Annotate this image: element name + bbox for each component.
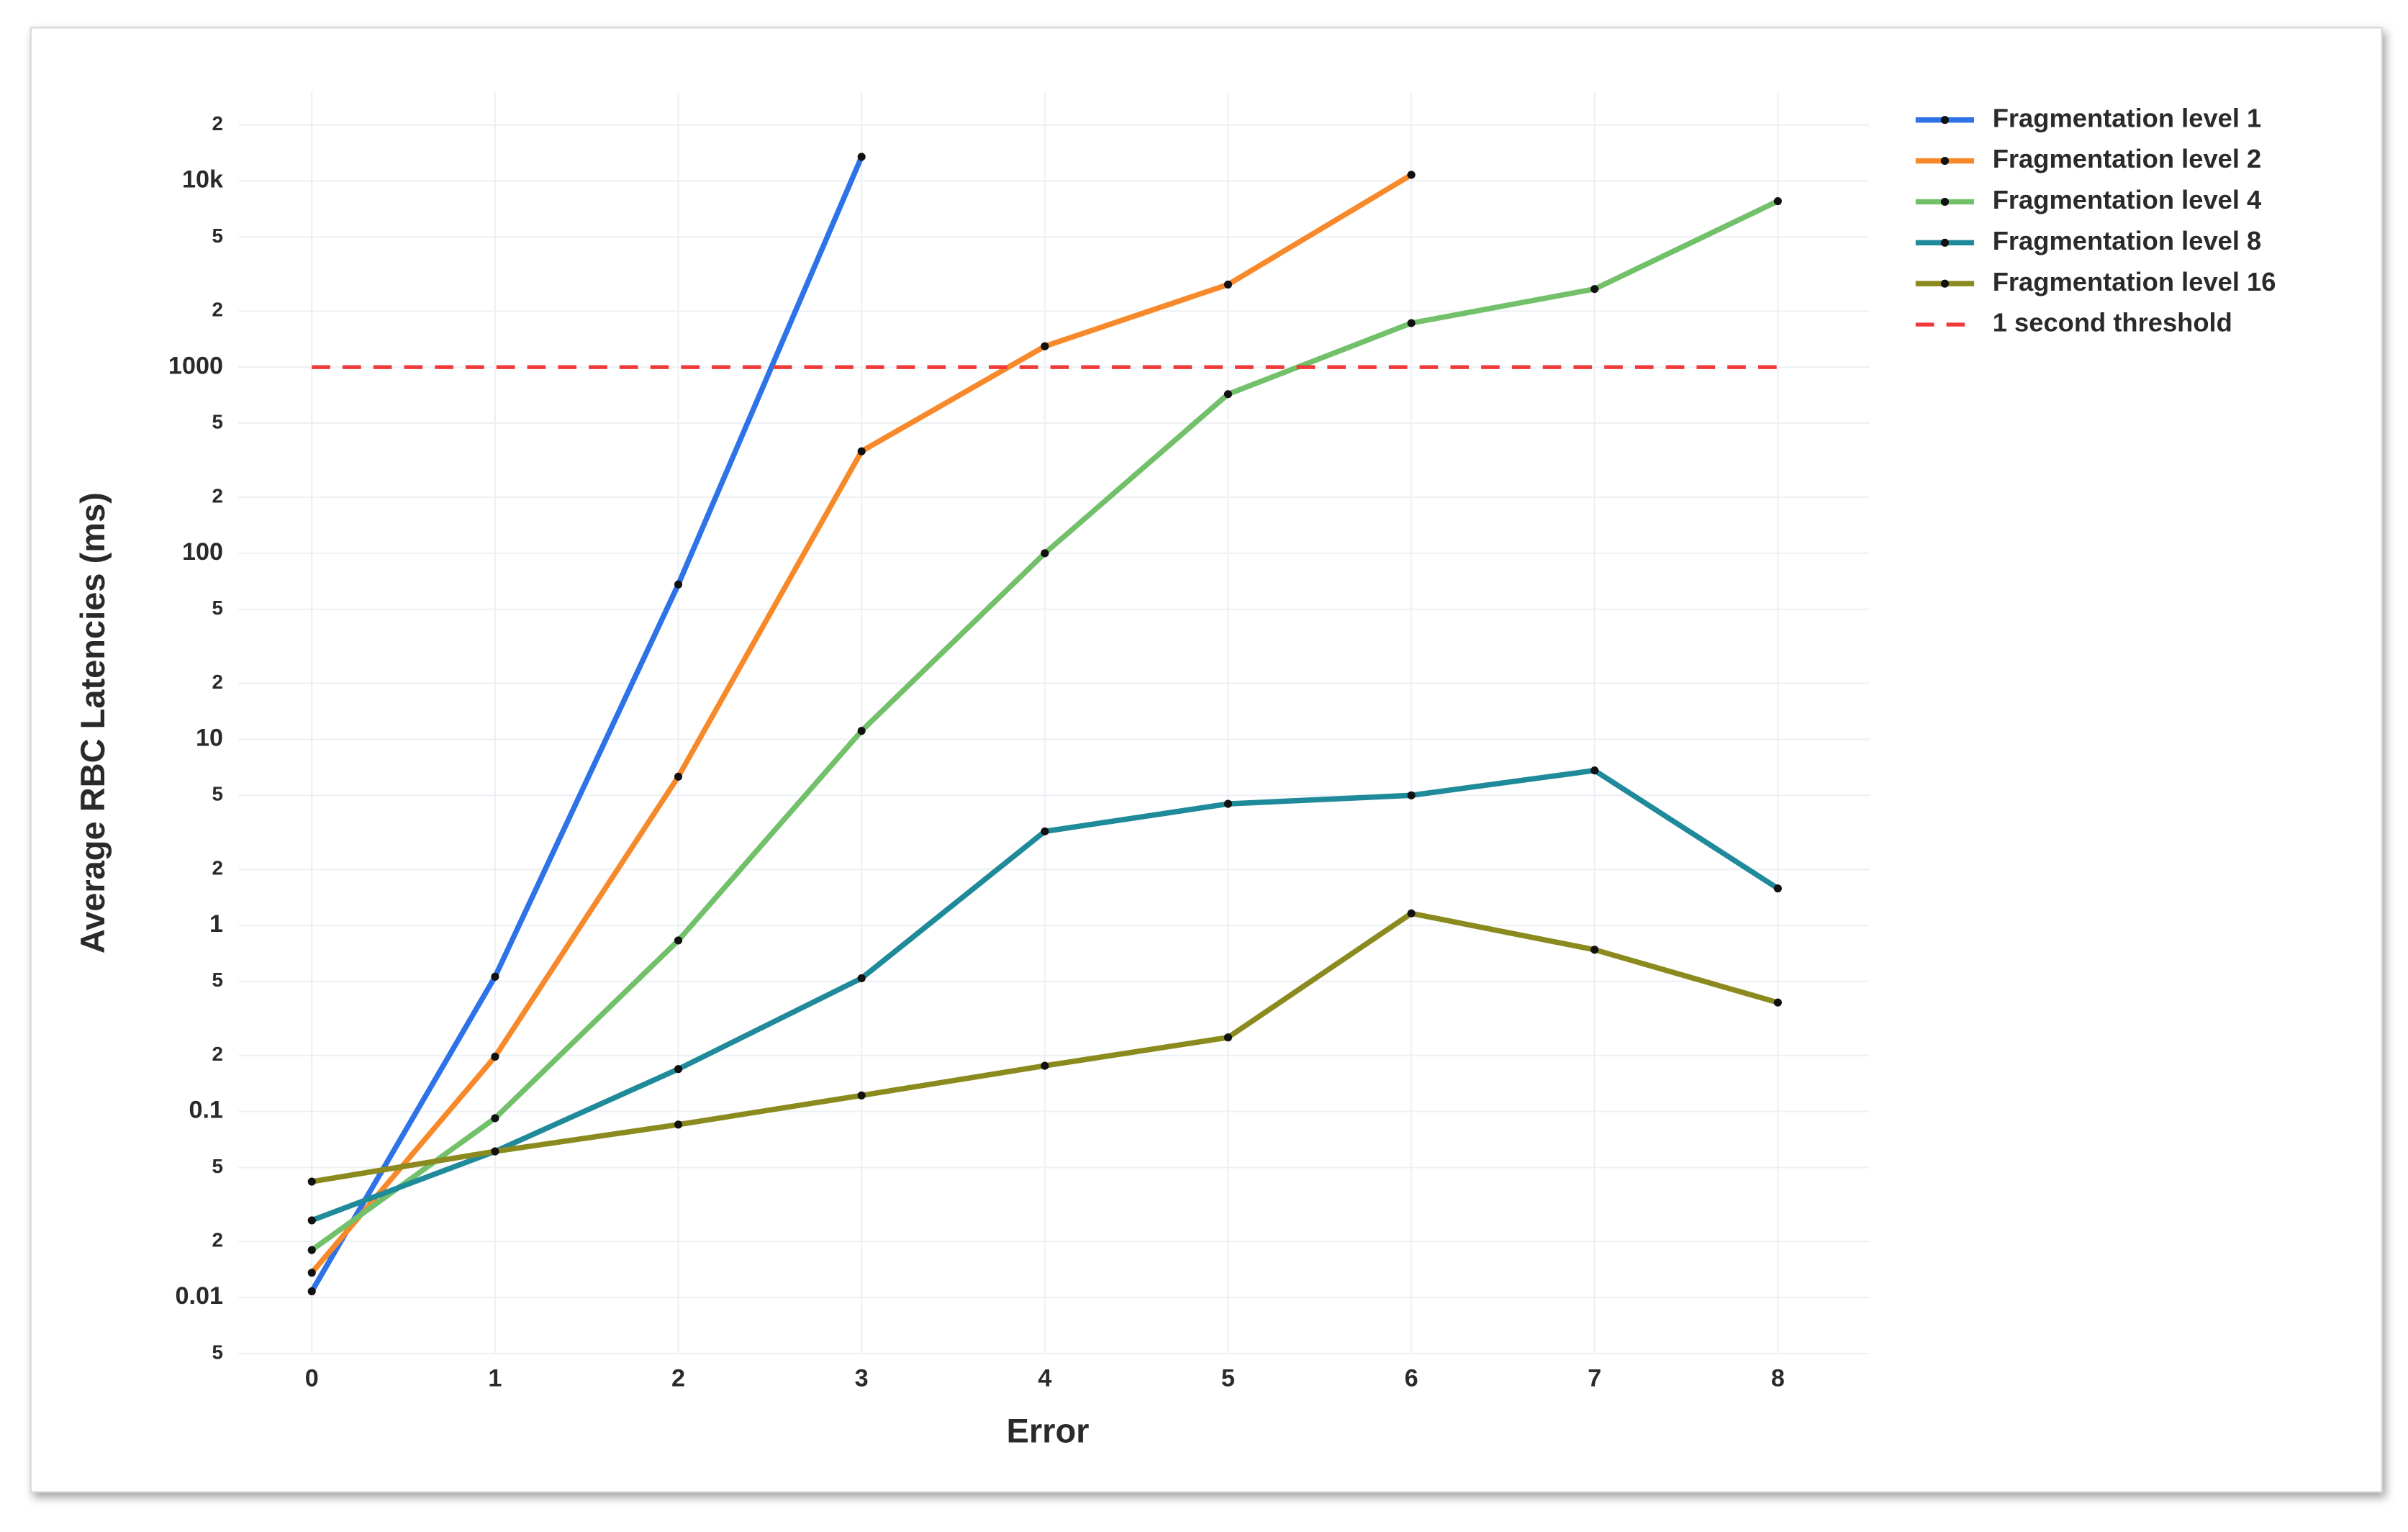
y-tick-label: 2 [212,299,223,321]
point [1773,196,1782,206]
point [1407,791,1416,799]
x-tick-label: 1 [488,1364,502,1392]
legend-label: Fragmentation level 1 [1993,103,2262,132]
legend-label: Fragmentation level 16 [1993,267,2276,296]
x-tick-label: 2 [671,1364,685,1392]
y-tick-label: 100 [182,538,223,566]
y-tick-label: 5 [212,597,223,619]
y-tick-label: 2 [212,671,223,693]
y-tick-label: 2 [212,857,223,879]
point [674,580,683,589]
y-tick-label: 2 [212,484,223,507]
y-tick-label: 10k [182,166,224,194]
point [1590,946,1599,954]
x-tick-label: 4 [1038,1364,1051,1392]
y-tick-label: 5 [212,783,223,805]
legend-label: Fragmentation level 4 [1993,185,2262,214]
x-axis-title: Error [1007,1412,1090,1450]
y-tick-label: 1000 [168,352,223,379]
point [857,1091,866,1100]
point [1223,799,1233,808]
point [1223,390,1233,399]
y-tick-label: 5 [212,225,223,247]
plot [307,153,1782,1296]
legend-marker [1940,197,1950,207]
legend-label: Fragmentation level 8 [1993,226,2262,255]
point [1407,171,1416,179]
point [1590,766,1599,775]
y-tick-label: 5 [212,410,223,432]
y-tick-label: 1 [209,910,223,938]
point [1773,998,1782,1007]
legend-marker [1940,279,1950,288]
point [674,1120,683,1129]
point [857,153,866,161]
y-tick-label: 2 [212,1229,223,1251]
point [1773,884,1782,893]
y-tick-label: 5 [212,969,223,991]
point [1041,827,1049,835]
point [491,972,499,981]
point [307,1177,316,1186]
point [1223,280,1233,289]
point [674,772,683,781]
point [674,1065,683,1074]
point [1407,909,1416,917]
grid: 0 1 2 3 4 5 6 7 8 5 0.01 2 5 0.1 2 5 1 2 5 10 2 5 100 2 5 1000 2 5 1… [168,92,1870,1392]
y-tick-label: 2 [212,112,223,135]
point [307,1269,316,1277]
y-tick-label: 0.01 [175,1282,223,1310]
legend-marker [1940,157,1950,166]
y-tick-label: 5 [212,1341,223,1363]
point [674,936,683,945]
point [307,1216,316,1225]
point [307,1246,316,1254]
point [857,974,866,983]
point [1041,342,1049,350]
x-tick-label: 8 [1771,1364,1785,1392]
point [491,1052,499,1061]
point [307,1287,316,1296]
point [1590,285,1599,294]
x-tick-label: 7 [1588,1364,1601,1392]
x-tick-label: 5 [1221,1364,1235,1392]
y-tick-label: 0.1 [189,1097,223,1124]
y-tick-label: 10 [196,724,223,751]
series-line [309,155,864,1293]
legend-marker [1940,238,1950,247]
legend-marker [1940,116,1950,124]
legend-label: 1 second threshold [1993,308,2232,337]
point [1407,319,1416,327]
x-tick-label: 6 [1405,1364,1418,1392]
point [1041,549,1049,558]
point [857,447,866,455]
point [491,1114,499,1123]
x-tick-label: 3 [855,1364,869,1392]
legend: Fragmentation level 1 Fragmentation level… [1915,103,2276,337]
y-tick-label: 2 [212,1043,223,1065]
point [1041,1061,1049,1070]
point [1223,1033,1233,1042]
y-axis-title: Average RBC Latencies (ms) [73,492,112,953]
point [857,727,866,735]
x-tick-label: 0 [305,1364,319,1392]
y-tick-label: 5 [212,1155,223,1177]
point [491,1147,499,1156]
legend-label: Fragmentation level 2 [1993,144,2262,173]
frame [30,27,2383,1493]
